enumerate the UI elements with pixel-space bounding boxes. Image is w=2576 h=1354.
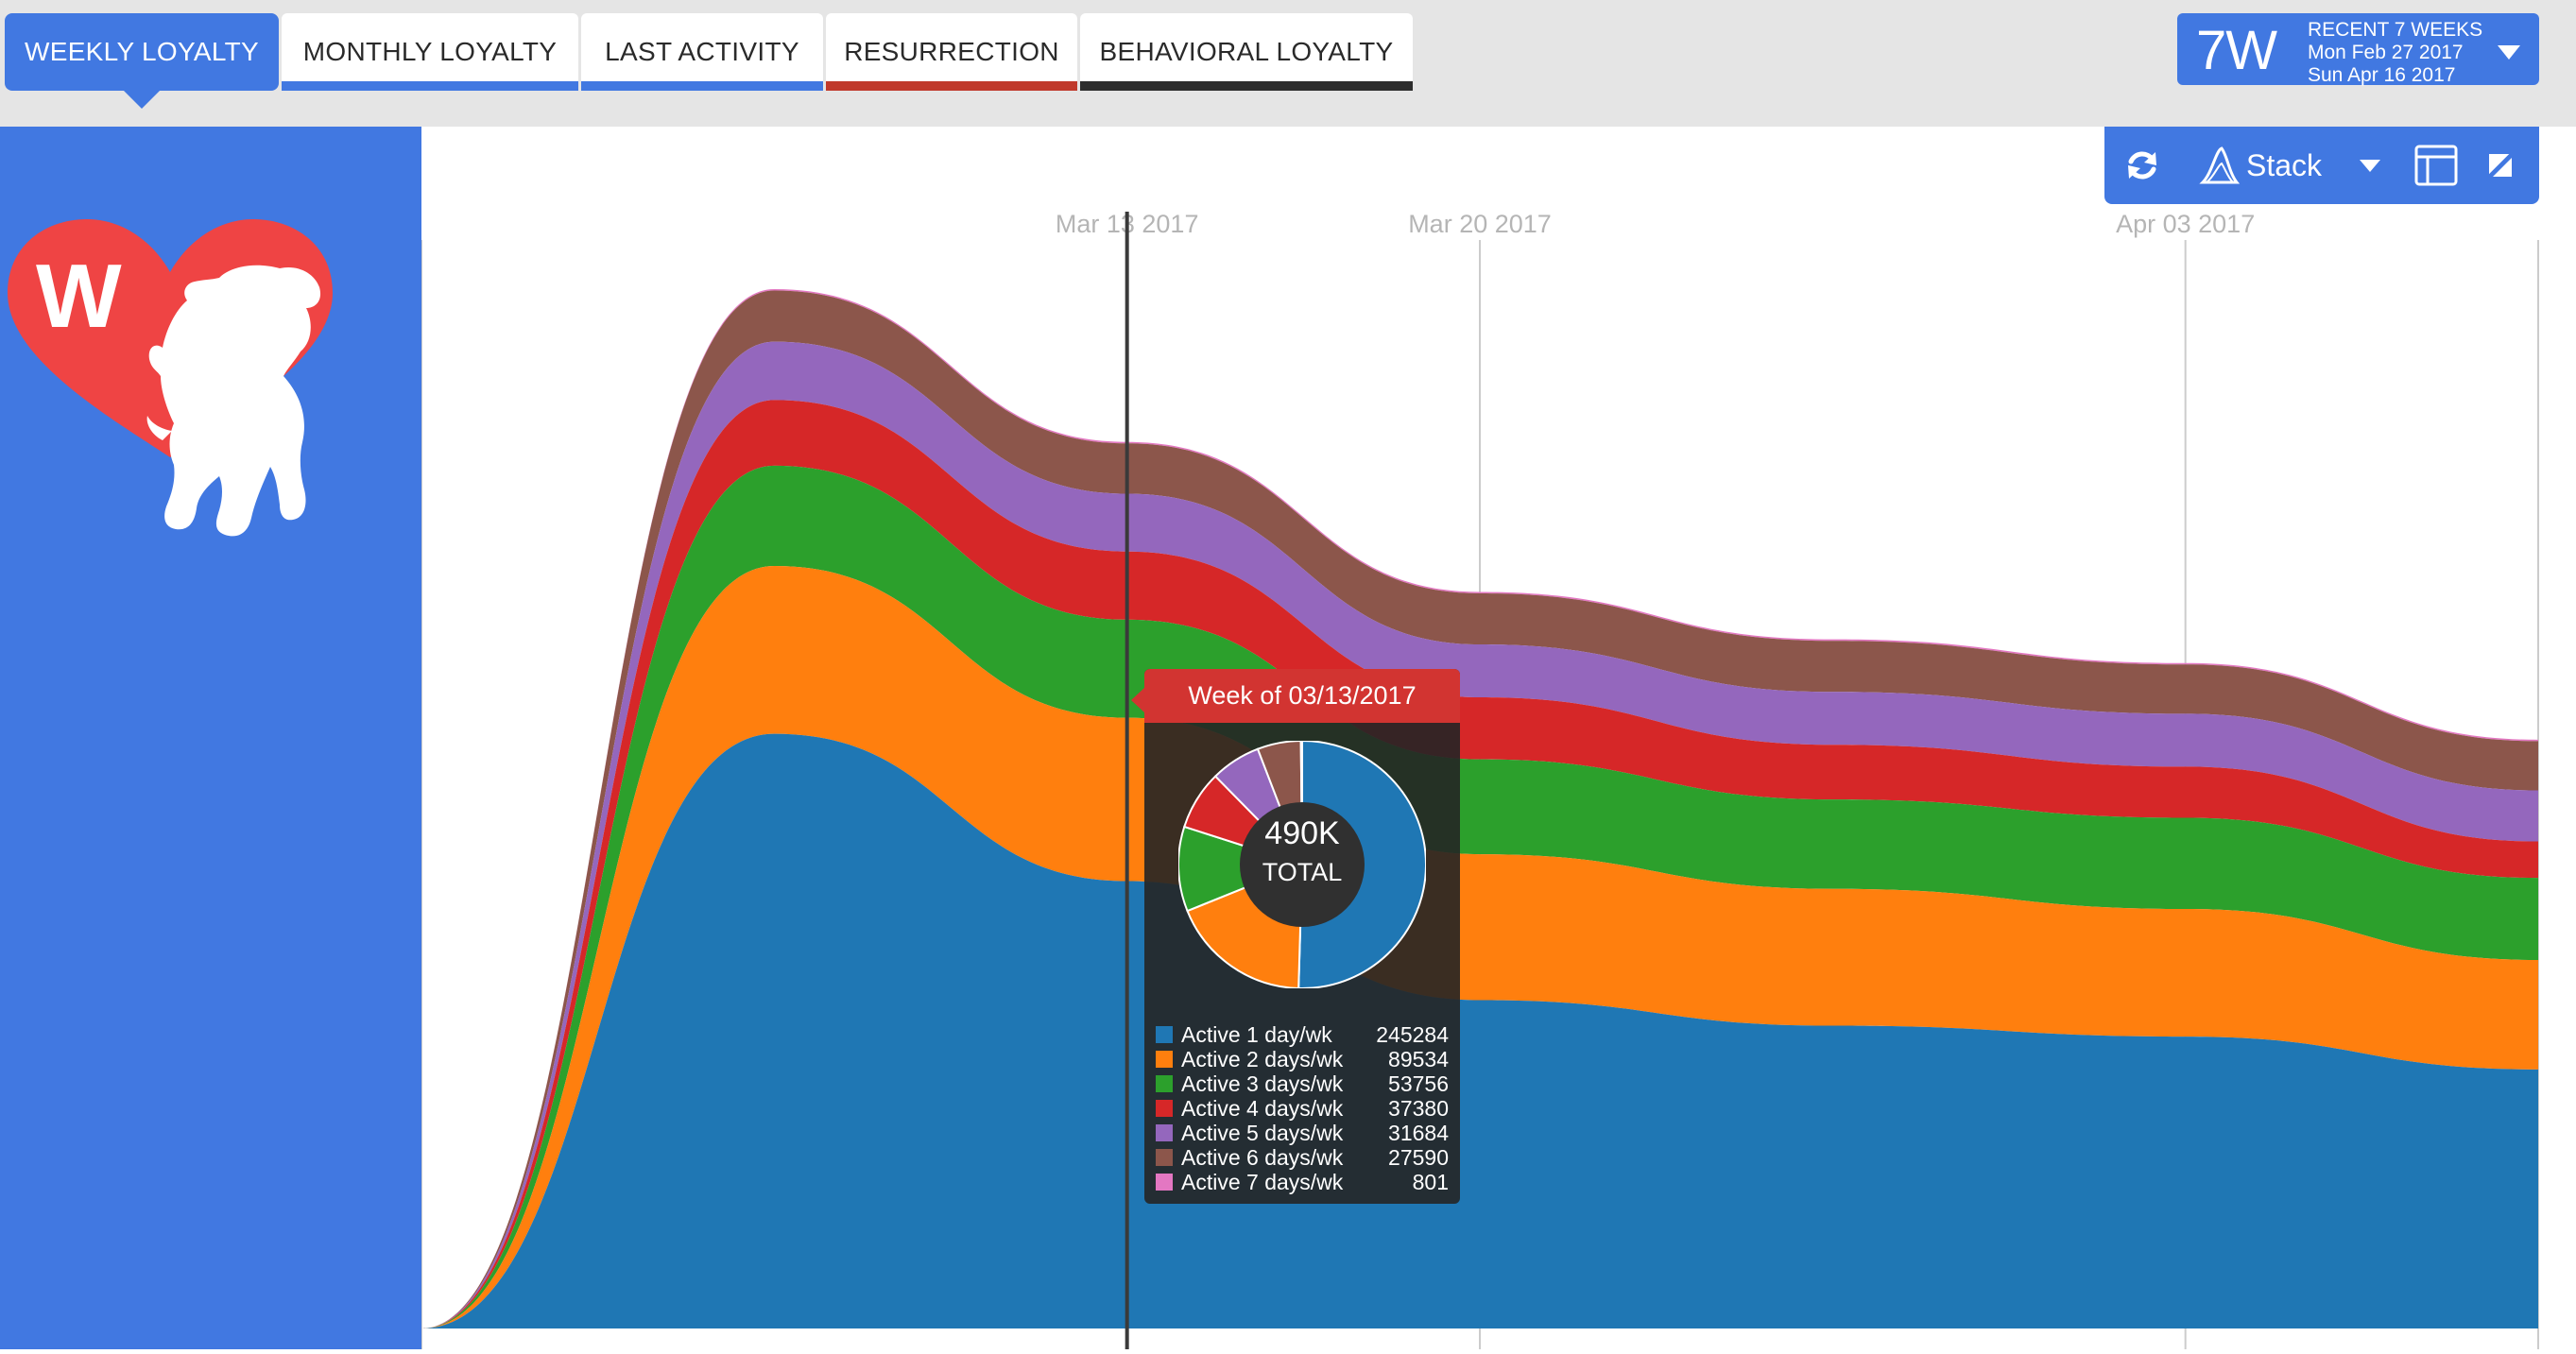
area-series-2[interactable] — [421, 566, 2538, 1328]
stacked-area-chart[interactable]: Mar 13 2017 Mar 20 2017 Apr 03 2017 — [421, 127, 2576, 1349]
active-tab-pointer — [123, 90, 161, 109]
heart-dog-icon: W — [8, 219, 333, 537]
legend-swatch — [1156, 1075, 1173, 1092]
legend-swatch — [1156, 1026, 1173, 1043]
chart-mode-selector[interactable]: Stack — [2199, 127, 2322, 204]
legend-label: Active 4 days/wk — [1181, 1095, 1344, 1121]
week-tooltip: Week of 03/13/2017 490K TOTAL Active 1 d… — [1131, 669, 1460, 1204]
legend-label: Active 6 days/wk — [1181, 1144, 1344, 1170]
expand-icon — [2487, 152, 2514, 179]
refresh-icon — [2128, 151, 2156, 180]
layout-icon — [2414, 145, 2458, 186]
tooltip-row: Active 6 days/wk 27590 — [1156, 1145, 1449, 1170]
legend-value: 37380 — [1388, 1095, 1449, 1121]
legend-value: 89534 — [1388, 1046, 1449, 1071]
refresh-button[interactable] — [2123, 127, 2161, 204]
tooltip-total-label: TOTAL — [1262, 858, 1343, 886]
legend-value: 801 — [1412, 1169, 1449, 1194]
tooltip-row: Active 1 day/wk 245284 — [1156, 1022, 1449, 1047]
tab-label: WEEKLY LOYALTY — [25, 37, 259, 66]
tooltip-title: Week of 03/13/2017 — [1188, 681, 1417, 710]
breakdown-donut — [1178, 741, 1426, 988]
tab-weekly-loyalty[interactable]: WEEKLY LOYALTY — [5, 13, 279, 109]
tooltip-row: Active 3 days/wk 53756 — [1156, 1071, 1449, 1096]
tooltip-arrow — [1131, 688, 1144, 712]
area-series-3[interactable] — [421, 465, 2538, 1329]
legend-swatch — [1156, 1149, 1173, 1166]
x-tick-label: Apr 03 2017 — [2116, 210, 2255, 238]
range-details: RECENT 7 WEEKS Mon Feb 27 2017 Sun Apr 1… — [2308, 19, 2482, 87]
caret-down-icon — [2360, 160, 2380, 172]
donut-hole — [1240, 802, 1365, 927]
legend-swatch — [1156, 1051, 1173, 1068]
tab-underline — [826, 81, 1077, 91]
legend-value: 53756 — [1388, 1071, 1449, 1096]
top-bar: WEEKLY LOYALTY MONTHLY LOYALTY LAST ACTI… — [0, 0, 2576, 127]
legend-swatch — [1156, 1174, 1173, 1191]
legend-value: 31684 — [1388, 1120, 1449, 1145]
tooltip-total: 490K — [1264, 815, 1340, 851]
legend-label: Active 3 days/wk — [1181, 1071, 1344, 1096]
tooltip-row: Active 2 days/wk 89534 — [1156, 1047, 1449, 1071]
legend-value: 27590 — [1388, 1144, 1449, 1170]
area-series-group — [421, 289, 2538, 1329]
tab-underline — [282, 81, 578, 91]
tooltip-header: Week of 03/13/2017 — [1131, 669, 1460, 723]
tab-underline — [1080, 81, 1413, 91]
chevron-down-icon — [2498, 45, 2520, 60]
logo-letter: W — [36, 246, 122, 347]
x-tick-label: Mar 20 2017 — [1408, 210, 1552, 238]
range-start-date: Mon Feb 27 2017 — [2308, 42, 2464, 63]
tab-label: LAST ACTIVITY — [605, 37, 799, 66]
legend-swatch — [1156, 1124, 1173, 1141]
range-code: 7W — [2196, 20, 2277, 81]
date-range-selector[interactable]: 7W RECENT 7 WEEKS Mon Feb 27 2017 Sun Ap… — [2177, 13, 2539, 87]
tab-monthly-loyalty[interactable]: MONTHLY LOYALTY — [282, 13, 578, 91]
legend-label: Active 1 day/wk — [1181, 1021, 1332, 1047]
tooltip-legend: Active 1 day/wk 245284 Active 2 days/wk 89… — [1156, 1022, 1449, 1194]
range-end-date: Sun Apr 16 2017 — [2308, 64, 2456, 86]
range-label: RECENT 7 WEEKS — [2308, 19, 2483, 41]
expand-button[interactable] — [2487, 127, 2514, 204]
chart-mode-label: Stack — [2246, 147, 2323, 182]
area-chart-icon — [2199, 146, 2241, 184]
tooltip-row: Active 5 days/wk 31684 — [1156, 1121, 1449, 1145]
chart-mode-dropdown[interactable] — [2358, 127, 2382, 204]
layout-button[interactable] — [2413, 127, 2459, 204]
legend-label: Active 5 days/wk — [1181, 1120, 1344, 1145]
legend-label: Active 7 days/wk — [1181, 1169, 1344, 1194]
tab-label: BEHAVIORAL LOYALTY — [1099, 37, 1394, 66]
tooltip-row: Active 4 days/wk 37380 — [1156, 1096, 1449, 1121]
tab-resurrection[interactable]: RESURRECTION — [826, 13, 1077, 91]
area-series-1[interactable] — [421, 733, 2538, 1328]
x-axis-ticks: Mar 13 2017 Mar 20 2017 Apr 03 2017 — [1056, 210, 2255, 238]
tab-label: MONTHLY LOYALTY — [302, 37, 558, 66]
tab-behavioral-loyalty[interactable]: BEHAVIORAL LOYALTY — [1080, 13, 1413, 91]
chart-toolbar: Stack — [2104, 127, 2539, 204]
tab-last-activity[interactable]: LAST ACTIVITY — [581, 13, 823, 91]
tab-underline — [581, 81, 823, 91]
tab-label: RESURRECTION — [844, 37, 1059, 66]
legend-value: 245284 — [1376, 1021, 1449, 1047]
sidebar: W — [0, 127, 421, 1349]
legend-swatch — [1156, 1100, 1173, 1117]
legend-label: Active 2 days/wk — [1181, 1046, 1344, 1071]
chart-svg: Mar 13 2017 Mar 20 2017 Apr 03 2017 — [421, 210, 2539, 1349]
dog-silhouette — [146, 265, 321, 537]
tooltip-row: Active 7 days/wk 801 — [1156, 1170, 1449, 1194]
